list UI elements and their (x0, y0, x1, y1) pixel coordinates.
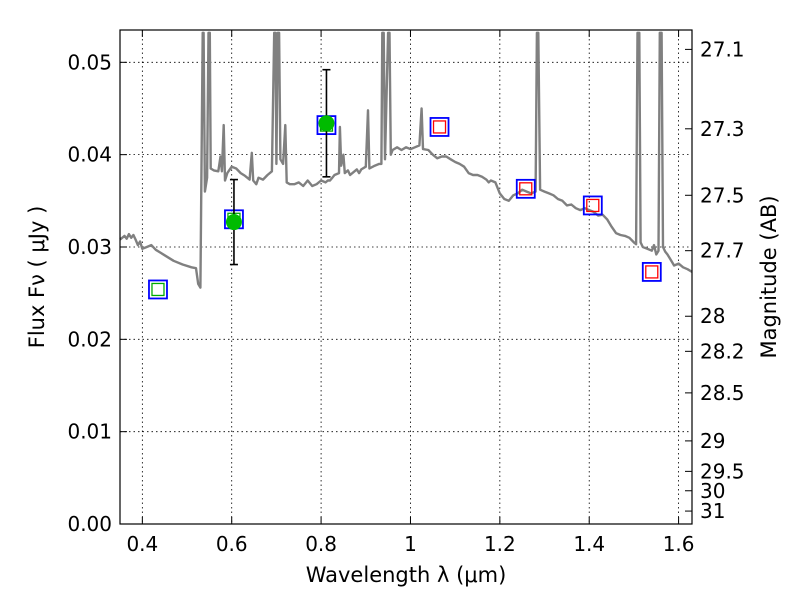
model-photometry-inner-square (645, 265, 659, 279)
model-photometry-square (641, 262, 662, 282)
magnitude-tick-label: 27.7 (700, 239, 745, 263)
model-photometry-inner-square (151, 282, 165, 297)
magnitude-tick-label: 29.5 (700, 459, 745, 483)
sed-line (119, 31, 693, 289)
y-tick-label: 0.02 (67, 327, 112, 351)
model-photometry-square (582, 195, 603, 216)
observed-photometry-point (318, 115, 335, 132)
x-tick-label: 1.6 (663, 532, 695, 556)
x-tick-label: 0.8 (305, 532, 337, 556)
y-tick-label: 0.00 (67, 512, 112, 536)
model-photometry-inner-square (432, 120, 447, 134)
magnitude-axis-label: Magnitude (AB) (757, 195, 781, 358)
x-tick-label: 0.6 (216, 532, 248, 556)
y-axis-ticks: 0.00 0.01 0.02 0.03 0.04 0.05 (67, 50, 127, 536)
x-tick-label: 1 (404, 532, 417, 556)
magnitude-tick-label: 27.5 (700, 183, 745, 207)
x-axis-ticks: 0.4 0.6 0.8 1 1.2 1.4 1.6 (126, 30, 695, 556)
model-photometry-inner-square (586, 198, 600, 213)
x-axis-label: Wavelength λ (μm) (306, 563, 507, 587)
magnitude-tick-label: 31 (700, 499, 725, 523)
plot-frame (119, 29, 693, 525)
model-photometry-square (515, 178, 536, 199)
x-tick-label: 0.4 (126, 532, 158, 556)
x-tick-label: 1.4 (573, 532, 605, 556)
magnitude-tick-label: 27.3 (700, 117, 745, 141)
model-photometry-inner-square (519, 182, 533, 196)
y-tick-label: 0.05 (67, 50, 112, 74)
grid (120, 30, 692, 524)
model-photometry-square (429, 117, 450, 137)
y-tick-label: 0.04 (67, 143, 112, 167)
magnitude-tick-label: 28.5 (700, 381, 745, 405)
magnitude-tick-label: 28.2 (700, 339, 745, 363)
sed-curve (119, 31, 693, 289)
model-photometry-square (148, 279, 168, 300)
y-axis-label: Flux Fν ( μJy ) (25, 206, 49, 349)
photometry-markers (148, 68, 662, 300)
magnitude-tick-label: 27.1 (700, 37, 745, 61)
magnitude-tick-label: 30 (700, 479, 725, 503)
magnitude-tick-label: 29 (700, 429, 725, 453)
y-tick-label: 0.03 (67, 235, 112, 259)
observed-photometry-point (225, 214, 242, 231)
y-tick-label: 0.01 (67, 420, 112, 444)
magnitude-tick-label: 28 (700, 304, 725, 328)
x-tick-label: 1.2 (484, 532, 516, 556)
